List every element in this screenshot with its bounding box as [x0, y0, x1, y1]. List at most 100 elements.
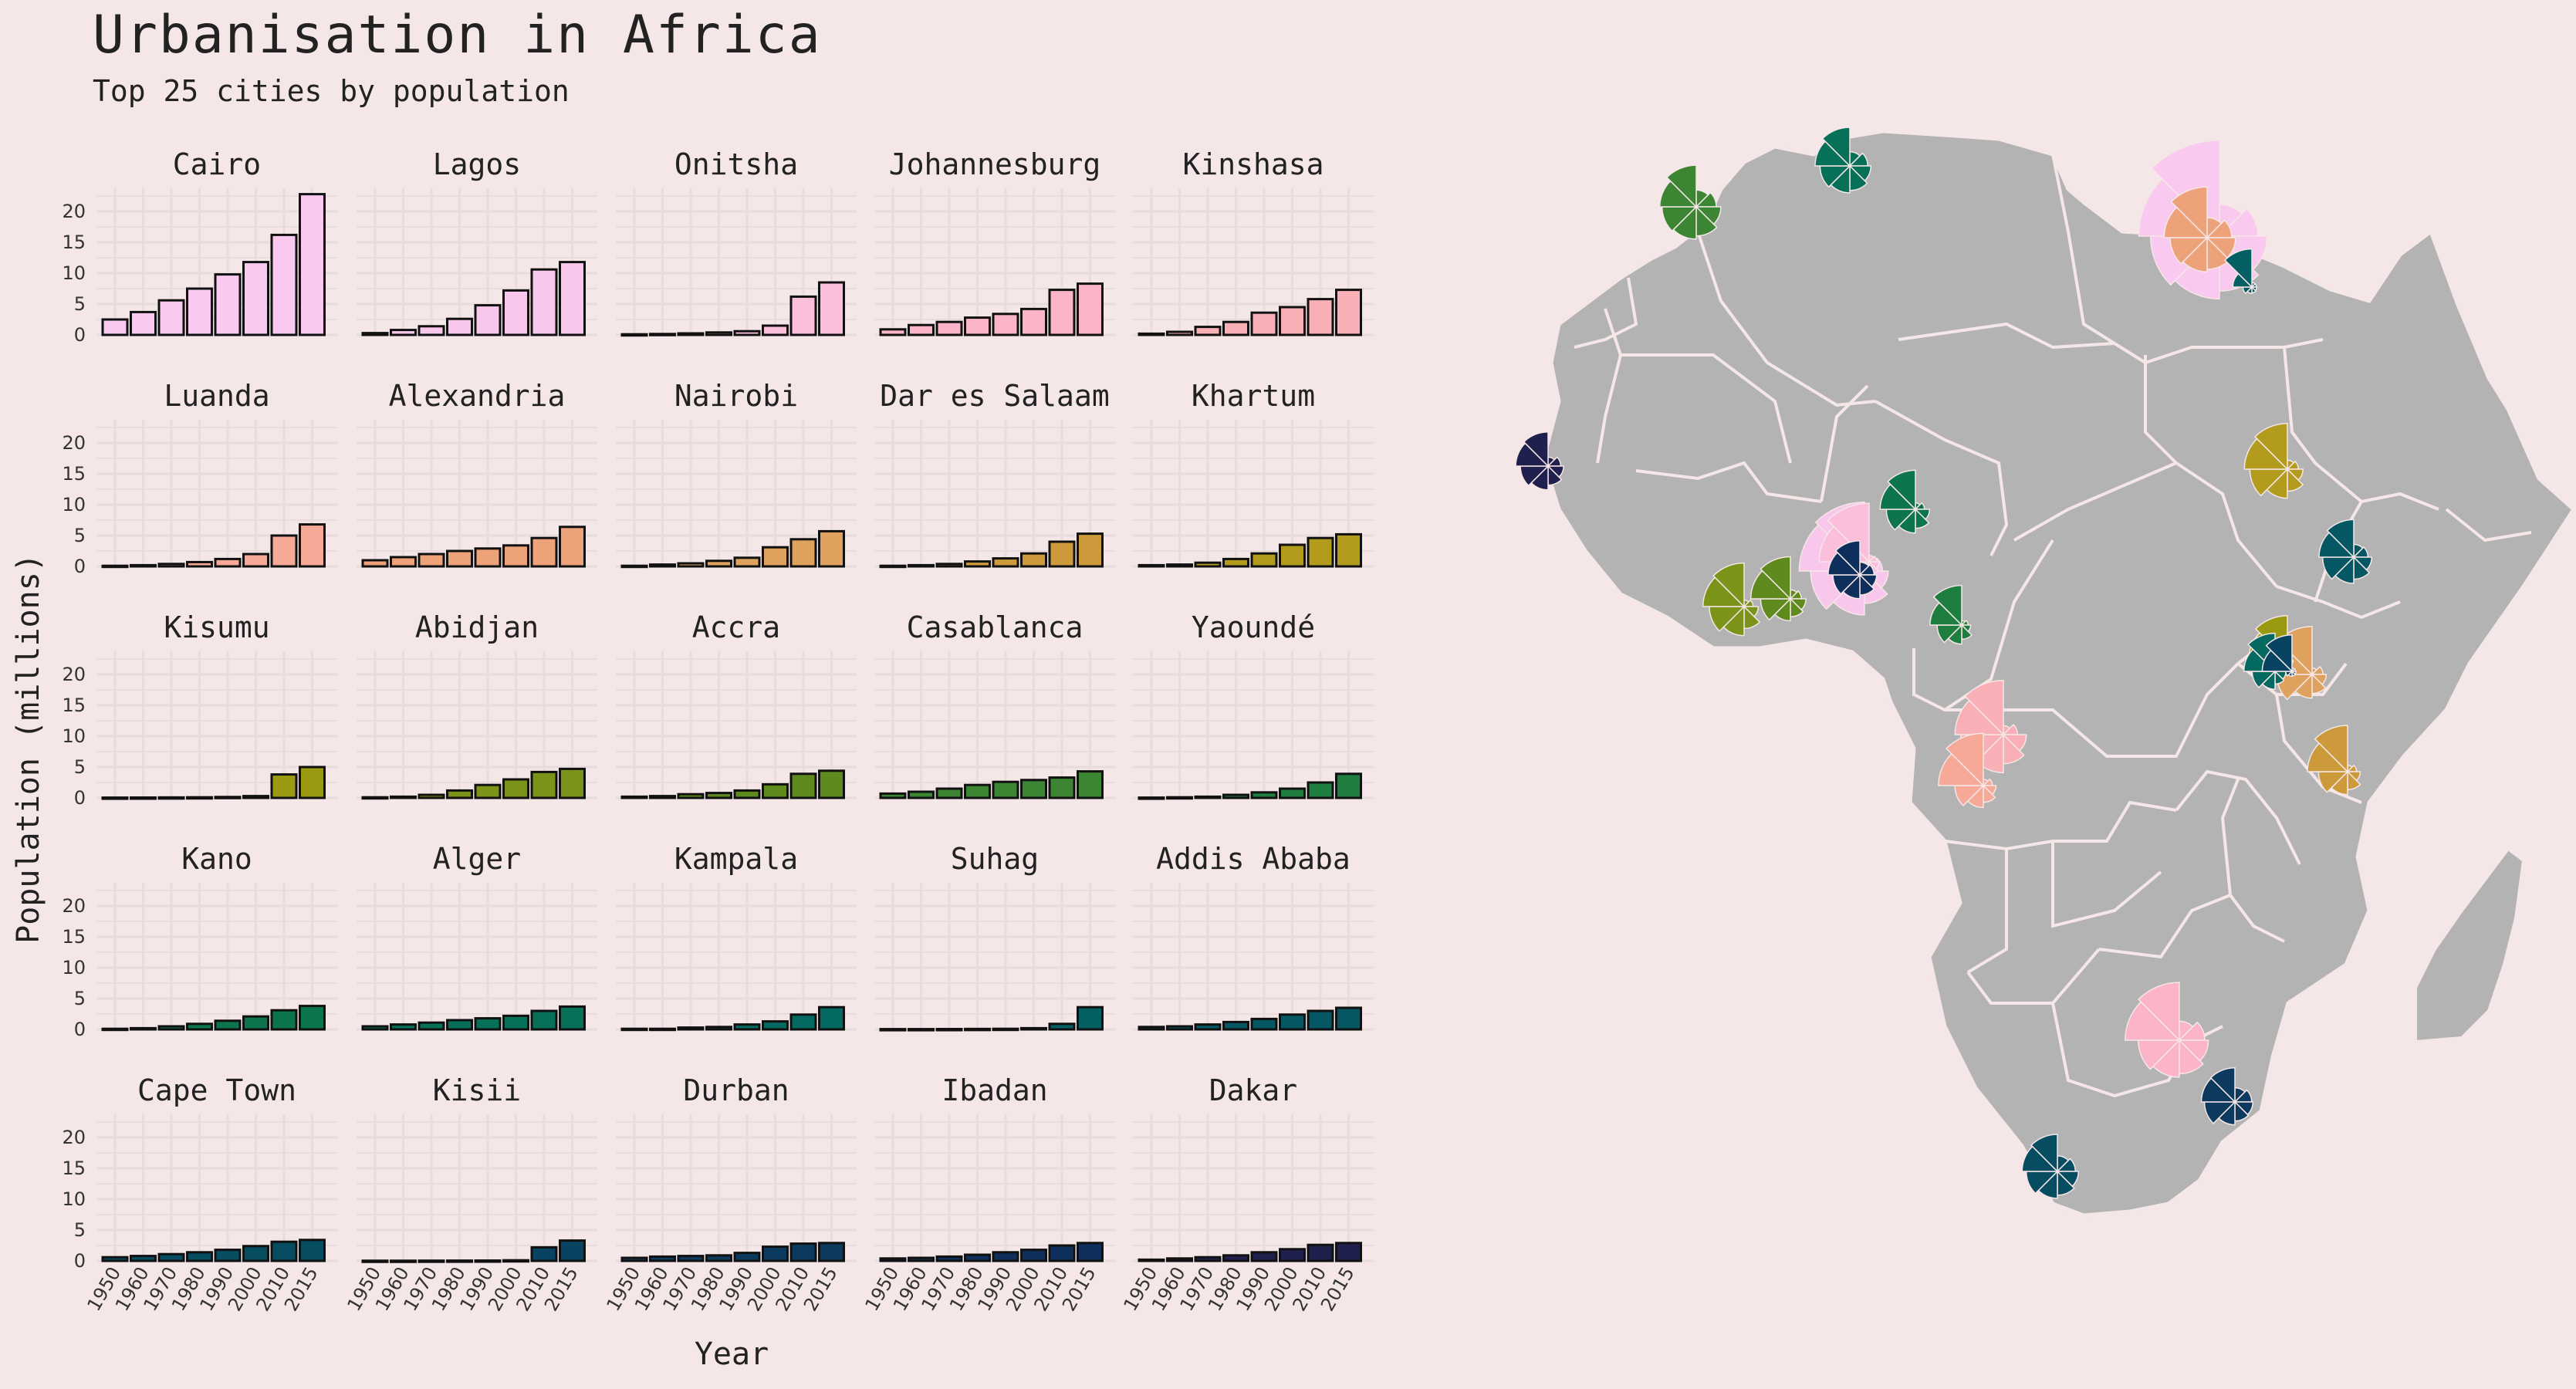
- map-rose-johannesburg: [2125, 982, 2209, 1078]
- panel-title-dakar: Dakar: [1209, 1073, 1297, 1107]
- rose-wedge-suhag-2015: [2224, 248, 2253, 289]
- bar-accra-1970: [677, 793, 705, 799]
- map-rose-alexandria: [2163, 186, 2236, 273]
- bar-kisii-1970: [418, 1259, 445, 1263]
- y-tick-label: 5: [74, 988, 86, 1009]
- bar-onitsha-2010: [789, 295, 817, 336]
- bar-luanda-1990: [214, 557, 242, 568]
- bar-cape-town-1970: [157, 1252, 185, 1262]
- bar-lagos-1960: [390, 329, 417, 336]
- bar-luanda-2015: [299, 523, 326, 568]
- bar-kisii-1950: [361, 1259, 389, 1263]
- bar-durban-1960: [649, 1255, 676, 1262]
- bar-kinshasa-1960: [1166, 330, 1193, 336]
- facet-panel-kinshasa: Kinshasa: [1133, 147, 1374, 336]
- map-rose-dakar: [1515, 431, 1564, 491]
- bar-kisumu-2010: [270, 773, 298, 799]
- bar-kisii-1980: [446, 1259, 473, 1263]
- facet-panel-addis-ababa: Addis Ababa: [1133, 842, 1374, 1031]
- bar-casablanca-2015: [1077, 770, 1104, 799]
- bar-kampala-1980: [705, 1026, 732, 1031]
- rose-wedge-accra-2015: [1760, 556, 1791, 600]
- bar-onitsha-2015: [818, 281, 845, 336]
- rose-wedge-kano-2015: [1887, 469, 1916, 511]
- bar-kisumu-1950: [101, 796, 129, 800]
- rose-wedge-yaounde-2015: [1932, 584, 1962, 627]
- bar-accra-1990: [733, 789, 761, 799]
- bar-dar-es-salaam-1950: [879, 564, 907, 569]
- bar-kampala-1960: [649, 1027, 676, 1032]
- bar-alger-2015: [559, 1005, 586, 1031]
- y-tick-label: 0: [74, 787, 86, 809]
- bar-addis-ababa-1970: [1194, 1023, 1222, 1031]
- bar-onitsha-1960: [649, 333, 676, 336]
- facet-panel-luanda: Luanda 0 5 10 15 20: [62, 379, 337, 577]
- bar-kisii-2000: [502, 1259, 529, 1263]
- bar-alexandria-2015: [559, 526, 586, 568]
- map-rose-kano: [1879, 469, 1931, 534]
- bar-onitsha-1990: [733, 330, 761, 336]
- bar-johannesburg-2000: [1020, 307, 1047, 336]
- bar-yaounde-2015: [1335, 772, 1362, 799]
- bar-onitsha-1970: [677, 332, 705, 336]
- panel-title-dar-es-salaam: Dar es Salaam: [880, 379, 1109, 413]
- map-rose-ibadan: [1827, 539, 1878, 600]
- bar-addis-ababa-1960: [1166, 1025, 1193, 1031]
- bar-khartum-1990: [1250, 552, 1278, 568]
- y-tick-label: 20: [62, 664, 86, 685]
- y-tick-label: 10: [62, 725, 86, 747]
- facet-panel-onitsha: Onitsha: [616, 147, 857, 337]
- bar-alexandria-1990: [474, 547, 502, 568]
- chart-title: Urbanisation in Africa: [93, 5, 822, 66]
- bar-durban-1980: [705, 1254, 732, 1262]
- bar-kisumu-1980: [186, 796, 213, 800]
- bar-dakar-1950: [1138, 1258, 1165, 1262]
- panel-title-abidjan: Abidjan: [415, 610, 539, 644]
- bar-dakar-2015: [1335, 1242, 1362, 1262]
- y-tick-label: 15: [62, 926, 86, 948]
- facet-panel-johannesburg: Johannesburg: [874, 147, 1115, 336]
- bar-lagos-2000: [502, 289, 529, 336]
- bar-alger-1950: [361, 1025, 389, 1031]
- facet-panel-suhag: Suhag: [874, 842, 1115, 1032]
- map-rose-luanda: [1938, 732, 1997, 809]
- y-tick-label: 20: [62, 432, 86, 454]
- bar-dakar-1960: [1166, 1257, 1193, 1262]
- bar-abidjan-1950: [361, 796, 389, 800]
- bar-accra-1960: [649, 795, 676, 799]
- bar-alger-2010: [530, 1009, 558, 1031]
- bar-kano-1970: [157, 1025, 185, 1031]
- bar-suhag-2010: [1048, 1022, 1076, 1031]
- map-rose-suhag: [2224, 248, 2258, 295]
- map-rose-durban: [2200, 1066, 2254, 1126]
- bar-luanda-1950: [101, 564, 129, 569]
- bar-onitsha-1950: [620, 333, 648, 337]
- bar-lagos-2015: [559, 261, 586, 336]
- bar-johannesburg-1980: [964, 316, 991, 336]
- bar-suhag-2015: [1077, 1005, 1104, 1031]
- bar-cape-town-1960: [130, 1255, 157, 1262]
- bar-cairo-1970: [157, 299, 185, 336]
- bar-casablanca-1950: [879, 792, 907, 799]
- bar-casablanca-1970: [935, 787, 963, 799]
- bar-alexandria-1970: [418, 553, 445, 568]
- panel-title-onitsha: Onitsha: [674, 147, 798, 181]
- facet-bar-charts: Cairo 0 5 10 15 20 Lagos Onitsha Johannesburg Kin…: [11, 147, 1374, 1372]
- bar-casablanca-1960: [908, 790, 935, 799]
- bar-kampala-1990: [733, 1023, 761, 1031]
- bar-abidjan-1980: [446, 789, 473, 799]
- country-borders: [1574, 154, 2532, 1098]
- y-tick-label: 5: [74, 293, 86, 315]
- bar-ibadan-1990: [992, 1251, 1019, 1262]
- bar-ibadan-1980: [964, 1253, 991, 1262]
- y-tick-label: 5: [74, 1219, 86, 1241]
- y-tick-label: 0: [74, 324, 86, 346]
- bar-kampala-1970: [677, 1026, 705, 1031]
- bar-accra-2010: [789, 772, 817, 799]
- y-tick-label: 5: [74, 756, 86, 778]
- rose-wedge-kinshasa-2015: [1964, 680, 2004, 736]
- rose-wedge-luanda-2015: [1945, 732, 1984, 787]
- bar-cairo-1980: [186, 287, 213, 336]
- panel-title-cairo: Cairo: [173, 147, 261, 181]
